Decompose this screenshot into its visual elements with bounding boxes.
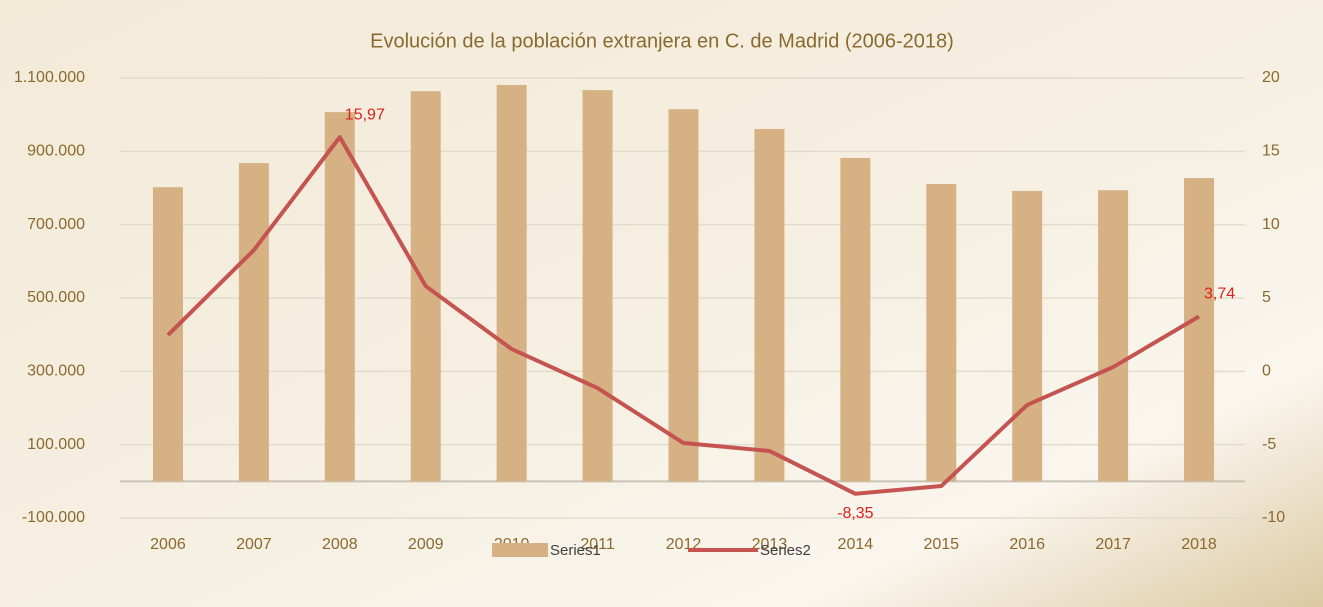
y2-tick-label: 5: [1262, 289, 1271, 306]
legend-label: Series2: [760, 542, 811, 559]
x-tick-label: 2006: [150, 536, 186, 553]
bar: [582, 90, 613, 482]
x-tick-label: 2017: [1095, 536, 1131, 553]
y-tick-label: 900.000: [27, 143, 85, 160]
bar: [324, 112, 355, 482]
x-tick-label: 2007: [236, 536, 272, 553]
data-label: 3,74: [1204, 286, 1235, 303]
y2-tick-label: -5: [1262, 436, 1276, 453]
y-tick-label: -100.000: [22, 509, 85, 526]
y2-tick-label: 10: [1262, 216, 1280, 233]
bar: [754, 128, 785, 482]
y-tick-label: 700.000: [27, 216, 85, 233]
y2-tick-label: -10: [1262, 509, 1285, 526]
data-label: -8,35: [837, 505, 874, 522]
bar: [1184, 178, 1215, 482]
x-tick-label: 2013: [752, 536, 788, 553]
x-tick-label: 2014: [838, 536, 874, 553]
y-tick-label: 100.000: [27, 436, 85, 453]
bar: [926, 183, 957, 482]
x-tick-label: 2011: [580, 536, 615, 553]
data-label: 15,97: [345, 106, 385, 123]
y-tick-label: 500.000: [27, 289, 85, 306]
x-tick-label: 2015: [923, 536, 959, 553]
x-tick-label: 2016: [1009, 536, 1045, 553]
legend-swatch: [492, 543, 548, 557]
x-tick-label: 2009: [408, 536, 444, 553]
x-tick-label: 2008: [322, 536, 358, 553]
chart-title: Evolución de la población extranjera en …: [370, 30, 954, 52]
bar: [1012, 190, 1043, 482]
bar: [496, 84, 527, 482]
y2-tick-label: 20: [1262, 69, 1280, 86]
x-tick-label: 2018: [1181, 536, 1217, 553]
line: [166, 135, 1201, 496]
y-tick-label: 300.000: [27, 363, 85, 380]
y-tick-label: 1.100.000: [14, 69, 85, 86]
legend-label: Series1: [550, 542, 601, 559]
bar: [668, 109, 699, 482]
bar: [1098, 190, 1129, 482]
y2-tick-label: 15: [1262, 143, 1280, 160]
bar: [840, 157, 871, 482]
bar: [238, 163, 269, 482]
y2-tick-label: 0: [1262, 363, 1271, 380]
